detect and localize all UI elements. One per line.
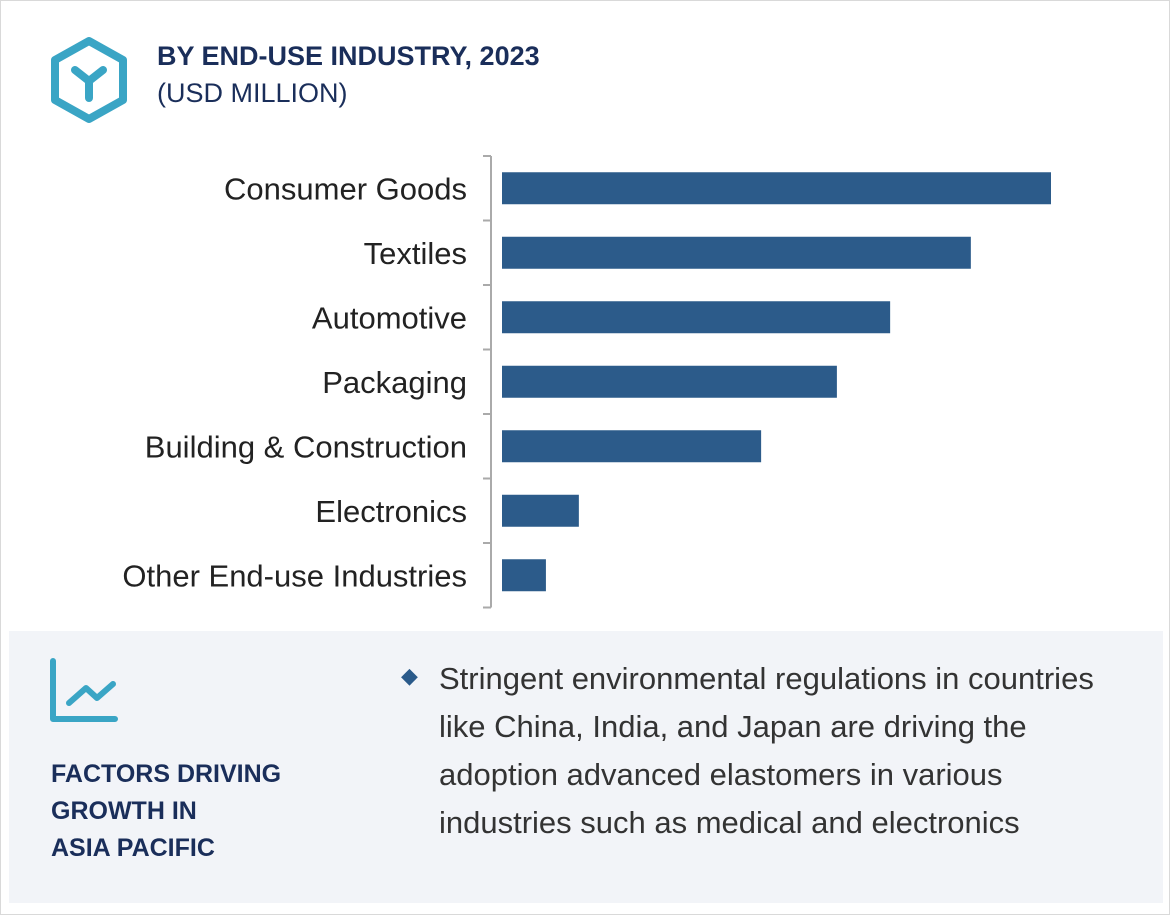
bar — [502, 430, 762, 463]
bar-chart: Consumer Goods Textiles Automotive Packagin… — [122, 155, 1051, 609]
category-label: Electronics — [315, 494, 467, 529]
category-label: Textiles — [364, 236, 467, 271]
category-label: Automotive — [312, 300, 467, 335]
bullet-text: Stringent environmental regulations in c… — [439, 661, 1094, 840]
factors-heading-line: ASIA PACIFIC — [51, 834, 215, 862]
category-label: Consumer Goods — [224, 171, 467, 206]
bar — [502, 236, 971, 269]
factors-panel — [9, 631, 1163, 903]
chart-subtitle: (USD MILLION) — [157, 78, 348, 108]
factors-heading-line: GROWTH IN — [51, 797, 197, 825]
category-label: Building & Construction — [145, 429, 467, 464]
bar — [502, 365, 837, 398]
factors-heading: FACTORS DRIVING GROWTH IN ASIA PACIFIC — [51, 756, 351, 867]
bar — [502, 301, 891, 334]
cube-icon — [51, 37, 127, 123]
bar — [502, 494, 579, 527]
line-chart-icon — [50, 658, 118, 722]
bar — [502, 172, 1051, 205]
factors-heading-line: FACTORS DRIVING — [51, 760, 282, 788]
category-label: Other End-use Industries — [122, 558, 467, 593]
category-label: Packaging — [322, 365, 467, 400]
chart-title: BY END-USE INDUSTRY, 2023 — [157, 41, 540, 71]
diamond-icon: ◆ — [401, 663, 418, 688]
bar — [502, 559, 546, 592]
